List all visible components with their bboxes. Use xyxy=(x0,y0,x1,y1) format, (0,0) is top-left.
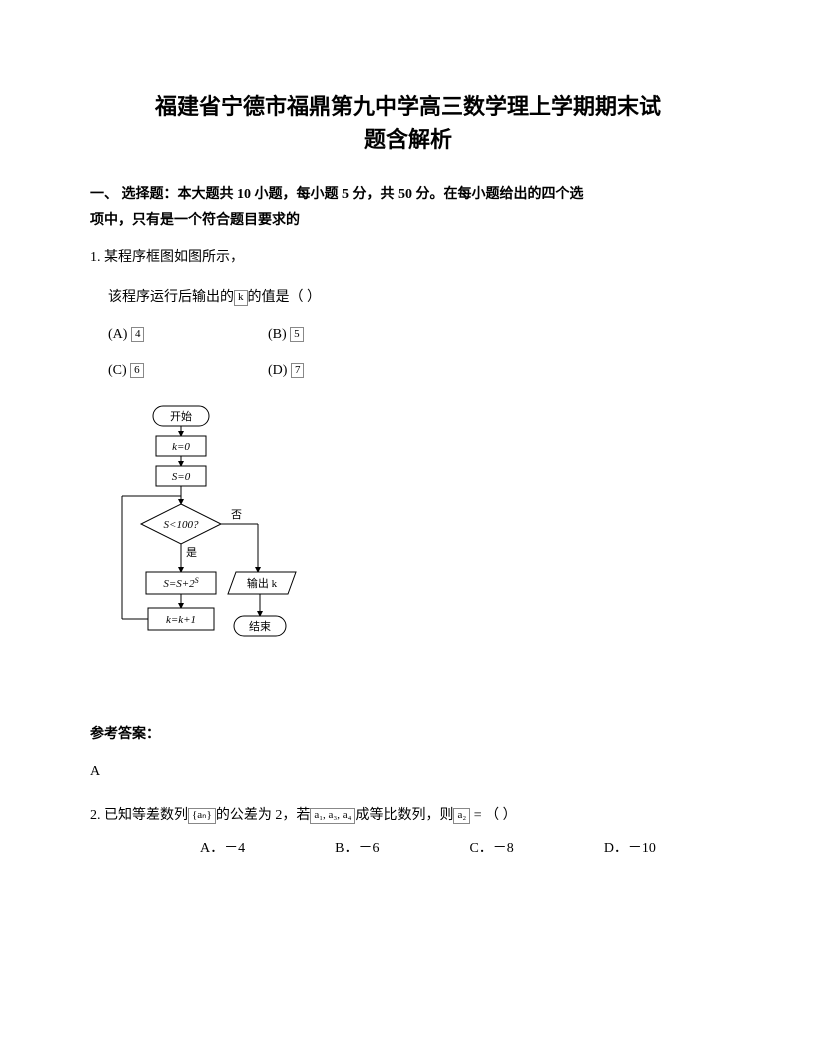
fc-update-s-text: S=S+2S xyxy=(163,576,198,590)
question-2: 2. 已知等差数列{aₙ}的公差为 2，若a₁, a₃, a₄成等比数列，则a₂… xyxy=(90,805,726,860)
q1-optD-val: 7 xyxy=(291,363,305,378)
q1-optA-label: (A) xyxy=(108,327,127,342)
q2-options: A．－4 B．－6 C．－8 D．－10 xyxy=(200,838,726,860)
fc-update-k-text: k=k+1 xyxy=(166,614,196,626)
fc-output-text: 输出 k xyxy=(247,576,278,590)
document-title: 福建省宁德市福鼎第九中学高三数学理上学期期末试 题含解析 xyxy=(90,90,726,156)
q2-option-b: B．－6 xyxy=(335,838,379,860)
q2-option-d: D．－10 xyxy=(604,838,656,860)
fc-update-s-sup: S xyxy=(195,576,199,585)
title-line-1: 福建省宁德市福鼎第九中学高三数学理上学期期末试 xyxy=(90,90,726,123)
q1-line2-a: 该程序运行后输出的 xyxy=(108,290,234,305)
fc-cond-text: S<100? xyxy=(164,519,199,531)
section-1-line-1: 一、 选择题：本大题共 10 小题，每小题 5 分，共 50 分。在每小题给出的… xyxy=(90,184,726,206)
flowchart-svg: 开始 k=0 S=0 S<100? 否 是 S=S+2S xyxy=(108,404,338,684)
q1-optC-label: (C) xyxy=(108,363,127,378)
q1-line-2: 该程序运行后输出的k的值是（ ） xyxy=(108,287,726,309)
q1-optB-val: 5 xyxy=(290,327,304,342)
q2-stem-a: 2. 已知等差数列 xyxy=(90,808,188,823)
fc-k0-text: k=0 xyxy=(172,441,190,453)
q2-stem-c: 成等比数列，则 xyxy=(355,808,453,823)
q2-option-c: C．－8 xyxy=(469,838,513,860)
fc-start-text: 开始 xyxy=(170,409,192,423)
q2-terms: a₁, a₃, a₄ xyxy=(310,808,355,823)
q1-options-row-2: (C) 6 (D) 7 xyxy=(108,360,726,382)
q2-stem-d: = （ ） xyxy=(470,808,516,823)
q1-options-row-1: (A) 4 (B) 5 xyxy=(108,324,726,346)
q1-optC-val: 6 xyxy=(130,363,144,378)
question-1: 1. 某程序框图如图所示， 该程序运行后输出的k的值是（ ） (A) 4 (B)… xyxy=(90,247,726,783)
q1-option-c: (C) 6 xyxy=(108,360,268,382)
fc-update-s-a: S=S+2 xyxy=(163,578,195,590)
q1-var-k: k xyxy=(234,290,248,305)
fc-no-text: 否 xyxy=(231,509,242,521)
q1-stem: 1. 某程序框图如图所示， xyxy=(90,247,726,269)
q1-option-a: (A) 4 xyxy=(108,324,268,346)
section-1-line-2: 项中，只有是一个符合题目要求的 xyxy=(90,210,726,232)
q1-line2-b: 的值是（ ） xyxy=(248,290,322,305)
q1-option-b: (B) 5 xyxy=(268,324,428,346)
q1-optA-val: 4 xyxy=(131,327,145,342)
fc-end-text: 结束 xyxy=(249,620,271,633)
q2-stem-b: 的公差为 2，若 xyxy=(216,808,311,823)
section-1-header: 一、 选择题：本大题共 10 小题，每小题 5 分，共 50 分。在每小题给出的… xyxy=(90,184,726,233)
fc-s0-text: S=0 xyxy=(172,471,191,483)
q2-seq: {aₙ} xyxy=(188,808,216,823)
title-line-2: 题含解析 xyxy=(90,123,726,156)
q1-answer-label: 参考答案： xyxy=(90,724,726,746)
q2-option-a: A．－4 xyxy=(200,838,245,860)
q1-answer: A xyxy=(90,761,726,783)
q1-optB-label: (B) xyxy=(268,327,287,342)
q1-flowchart: 开始 k=0 S=0 S<100? 否 是 S=S+2S xyxy=(108,404,726,684)
q2-stem: 2. 已知等差数列{aₙ}的公差为 2，若a₁, a₃, a₄成等比数列，则a₂… xyxy=(90,805,726,827)
q1-optD-label: (D) xyxy=(268,363,287,378)
q2-target: a₂ xyxy=(453,808,470,823)
q1-option-d: (D) 7 xyxy=(268,360,428,382)
fc-yes-text: 是 xyxy=(186,546,197,559)
